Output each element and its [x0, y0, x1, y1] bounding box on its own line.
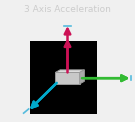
- Polygon shape: [55, 70, 84, 72]
- Polygon shape: [80, 70, 84, 84]
- Polygon shape: [30, 41, 97, 114]
- Text: 3 Axis Acceleration: 3 Axis Acceleration: [24, 5, 111, 14]
- Polygon shape: [55, 72, 80, 84]
